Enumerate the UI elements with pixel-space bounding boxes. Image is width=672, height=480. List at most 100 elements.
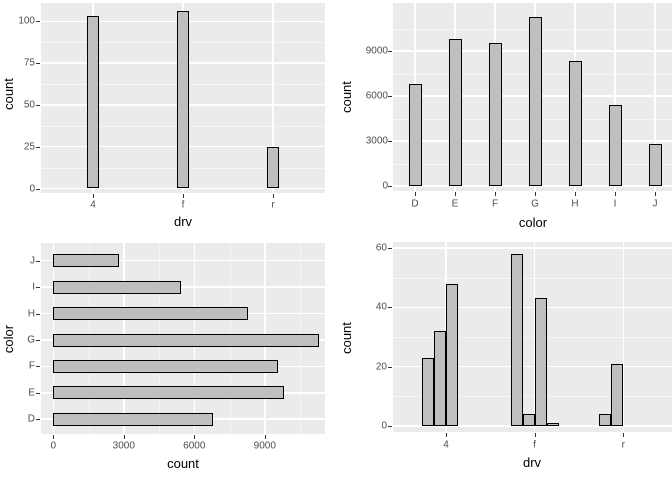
x-tick-label: f xyxy=(181,199,185,211)
bar-F xyxy=(488,42,502,186)
x-tick-mark xyxy=(535,192,536,196)
bar-J xyxy=(648,143,662,186)
bar-r-1 xyxy=(611,363,624,426)
y-tick-mark xyxy=(36,392,40,394)
x-tick-mark xyxy=(183,194,184,198)
x-tick-label: 4 xyxy=(443,439,449,451)
gridline-major xyxy=(393,185,672,187)
x-tick-mark xyxy=(495,192,496,196)
x-tick-label: G xyxy=(531,198,539,210)
bar-H xyxy=(568,61,582,186)
gridline-minor xyxy=(393,277,672,279)
x-tick-label: r xyxy=(621,439,625,451)
x-tick-label: 4 xyxy=(90,199,96,211)
y-tick-mark xyxy=(36,287,40,289)
bar-E xyxy=(448,39,462,186)
y-tick-mark xyxy=(36,340,40,341)
bar-J xyxy=(53,254,120,268)
x-tick-mark xyxy=(455,192,456,196)
x-tick-label: D xyxy=(411,198,419,210)
y-tick-label: 9000 xyxy=(365,45,388,57)
bar-4-0 xyxy=(422,357,434,426)
gridline-category xyxy=(614,3,616,191)
x-tick-label: f xyxy=(533,439,537,451)
x-tick-label: I xyxy=(613,198,617,210)
y-tick-mark xyxy=(36,419,40,420)
x-tick-mark xyxy=(123,435,125,439)
y-axis-title-bottom-right: count xyxy=(339,322,354,354)
y-tick-label: G xyxy=(27,334,35,346)
bar-f-0 xyxy=(510,253,523,426)
y-axis-title-top-left: count xyxy=(1,78,16,110)
y-tick-label: 6000 xyxy=(365,90,388,102)
y-tick-mark xyxy=(388,366,392,368)
y-tick-label: D xyxy=(27,413,35,425)
x-tick-label: F xyxy=(491,198,499,210)
gridline-minor xyxy=(393,396,672,398)
bar-f-1 xyxy=(522,414,535,426)
x-axis-title-bottom-left: count xyxy=(167,456,199,471)
y-tick-mark xyxy=(36,260,40,262)
y-tick-label: F xyxy=(28,360,35,372)
y-tick-label: I xyxy=(32,281,35,293)
x-tick-label: 9000 xyxy=(253,440,276,452)
x-tick-mark xyxy=(655,192,656,196)
x-axis-title-top-right: color xyxy=(518,215,548,230)
y-tick-label: 60 xyxy=(375,242,387,254)
y-tick-mark xyxy=(36,104,40,106)
y-tick-mark xyxy=(36,146,40,148)
y-axis-title-bottom-left: color xyxy=(1,324,16,354)
y-tick-mark xyxy=(388,426,392,427)
x-tick-label: 6000 xyxy=(183,440,206,452)
bar-r-0 xyxy=(599,414,612,426)
y-tick-mark xyxy=(36,188,40,190)
bar-f-3 xyxy=(546,423,559,426)
y-tick-mark xyxy=(388,247,392,249)
x-tick-label: J xyxy=(652,198,658,210)
y-tick-label: 75 xyxy=(23,57,35,69)
x-tick-mark xyxy=(575,192,576,196)
y-tick-mark xyxy=(36,313,40,315)
bar-4 xyxy=(87,16,99,189)
gridline-category xyxy=(41,286,325,288)
bar-D xyxy=(408,84,422,186)
y-tick-label: 0 xyxy=(382,180,388,192)
y-tick-label: 20 xyxy=(375,361,387,373)
gridline-minor xyxy=(393,336,672,338)
x-tick-label: E xyxy=(451,198,459,210)
gridline-major xyxy=(393,365,672,368)
x-tick-label: 0 xyxy=(50,440,57,452)
x-tick-mark xyxy=(446,433,447,437)
x-tick-label: 3000 xyxy=(112,440,135,452)
y-tick-mark xyxy=(388,186,392,187)
x-tick-mark xyxy=(53,435,55,439)
bar-G xyxy=(53,333,319,347)
bar-I xyxy=(608,104,622,186)
y-tick-label: 0 xyxy=(29,183,35,194)
x-tick-mark xyxy=(273,194,274,198)
y-tick-mark xyxy=(36,366,40,368)
gridline-major xyxy=(393,306,672,309)
x-tick-label: r xyxy=(271,199,275,211)
bar-I xyxy=(53,280,181,294)
bar-r xyxy=(267,146,279,189)
bar-4-1 xyxy=(434,331,446,426)
y-tick-label: J xyxy=(30,255,35,267)
x-tick-mark xyxy=(194,435,196,439)
bar-E xyxy=(53,386,284,400)
y-tick-mark xyxy=(36,21,40,23)
y-tick-mark xyxy=(388,141,392,142)
y-tick-mark xyxy=(36,63,40,65)
y-tick-label: 40 xyxy=(375,301,387,313)
bar-f xyxy=(177,11,189,189)
y-tick-mark xyxy=(388,307,392,309)
y-tick-mark xyxy=(388,96,392,97)
gridline-major xyxy=(393,425,672,427)
x-tick-mark xyxy=(93,194,94,198)
y-tick-label: 50 xyxy=(23,99,35,111)
x-tick-mark xyxy=(534,433,536,437)
x-tick-label: H xyxy=(571,198,579,210)
bar-f-2 xyxy=(534,298,547,426)
gridline-category xyxy=(41,259,325,262)
